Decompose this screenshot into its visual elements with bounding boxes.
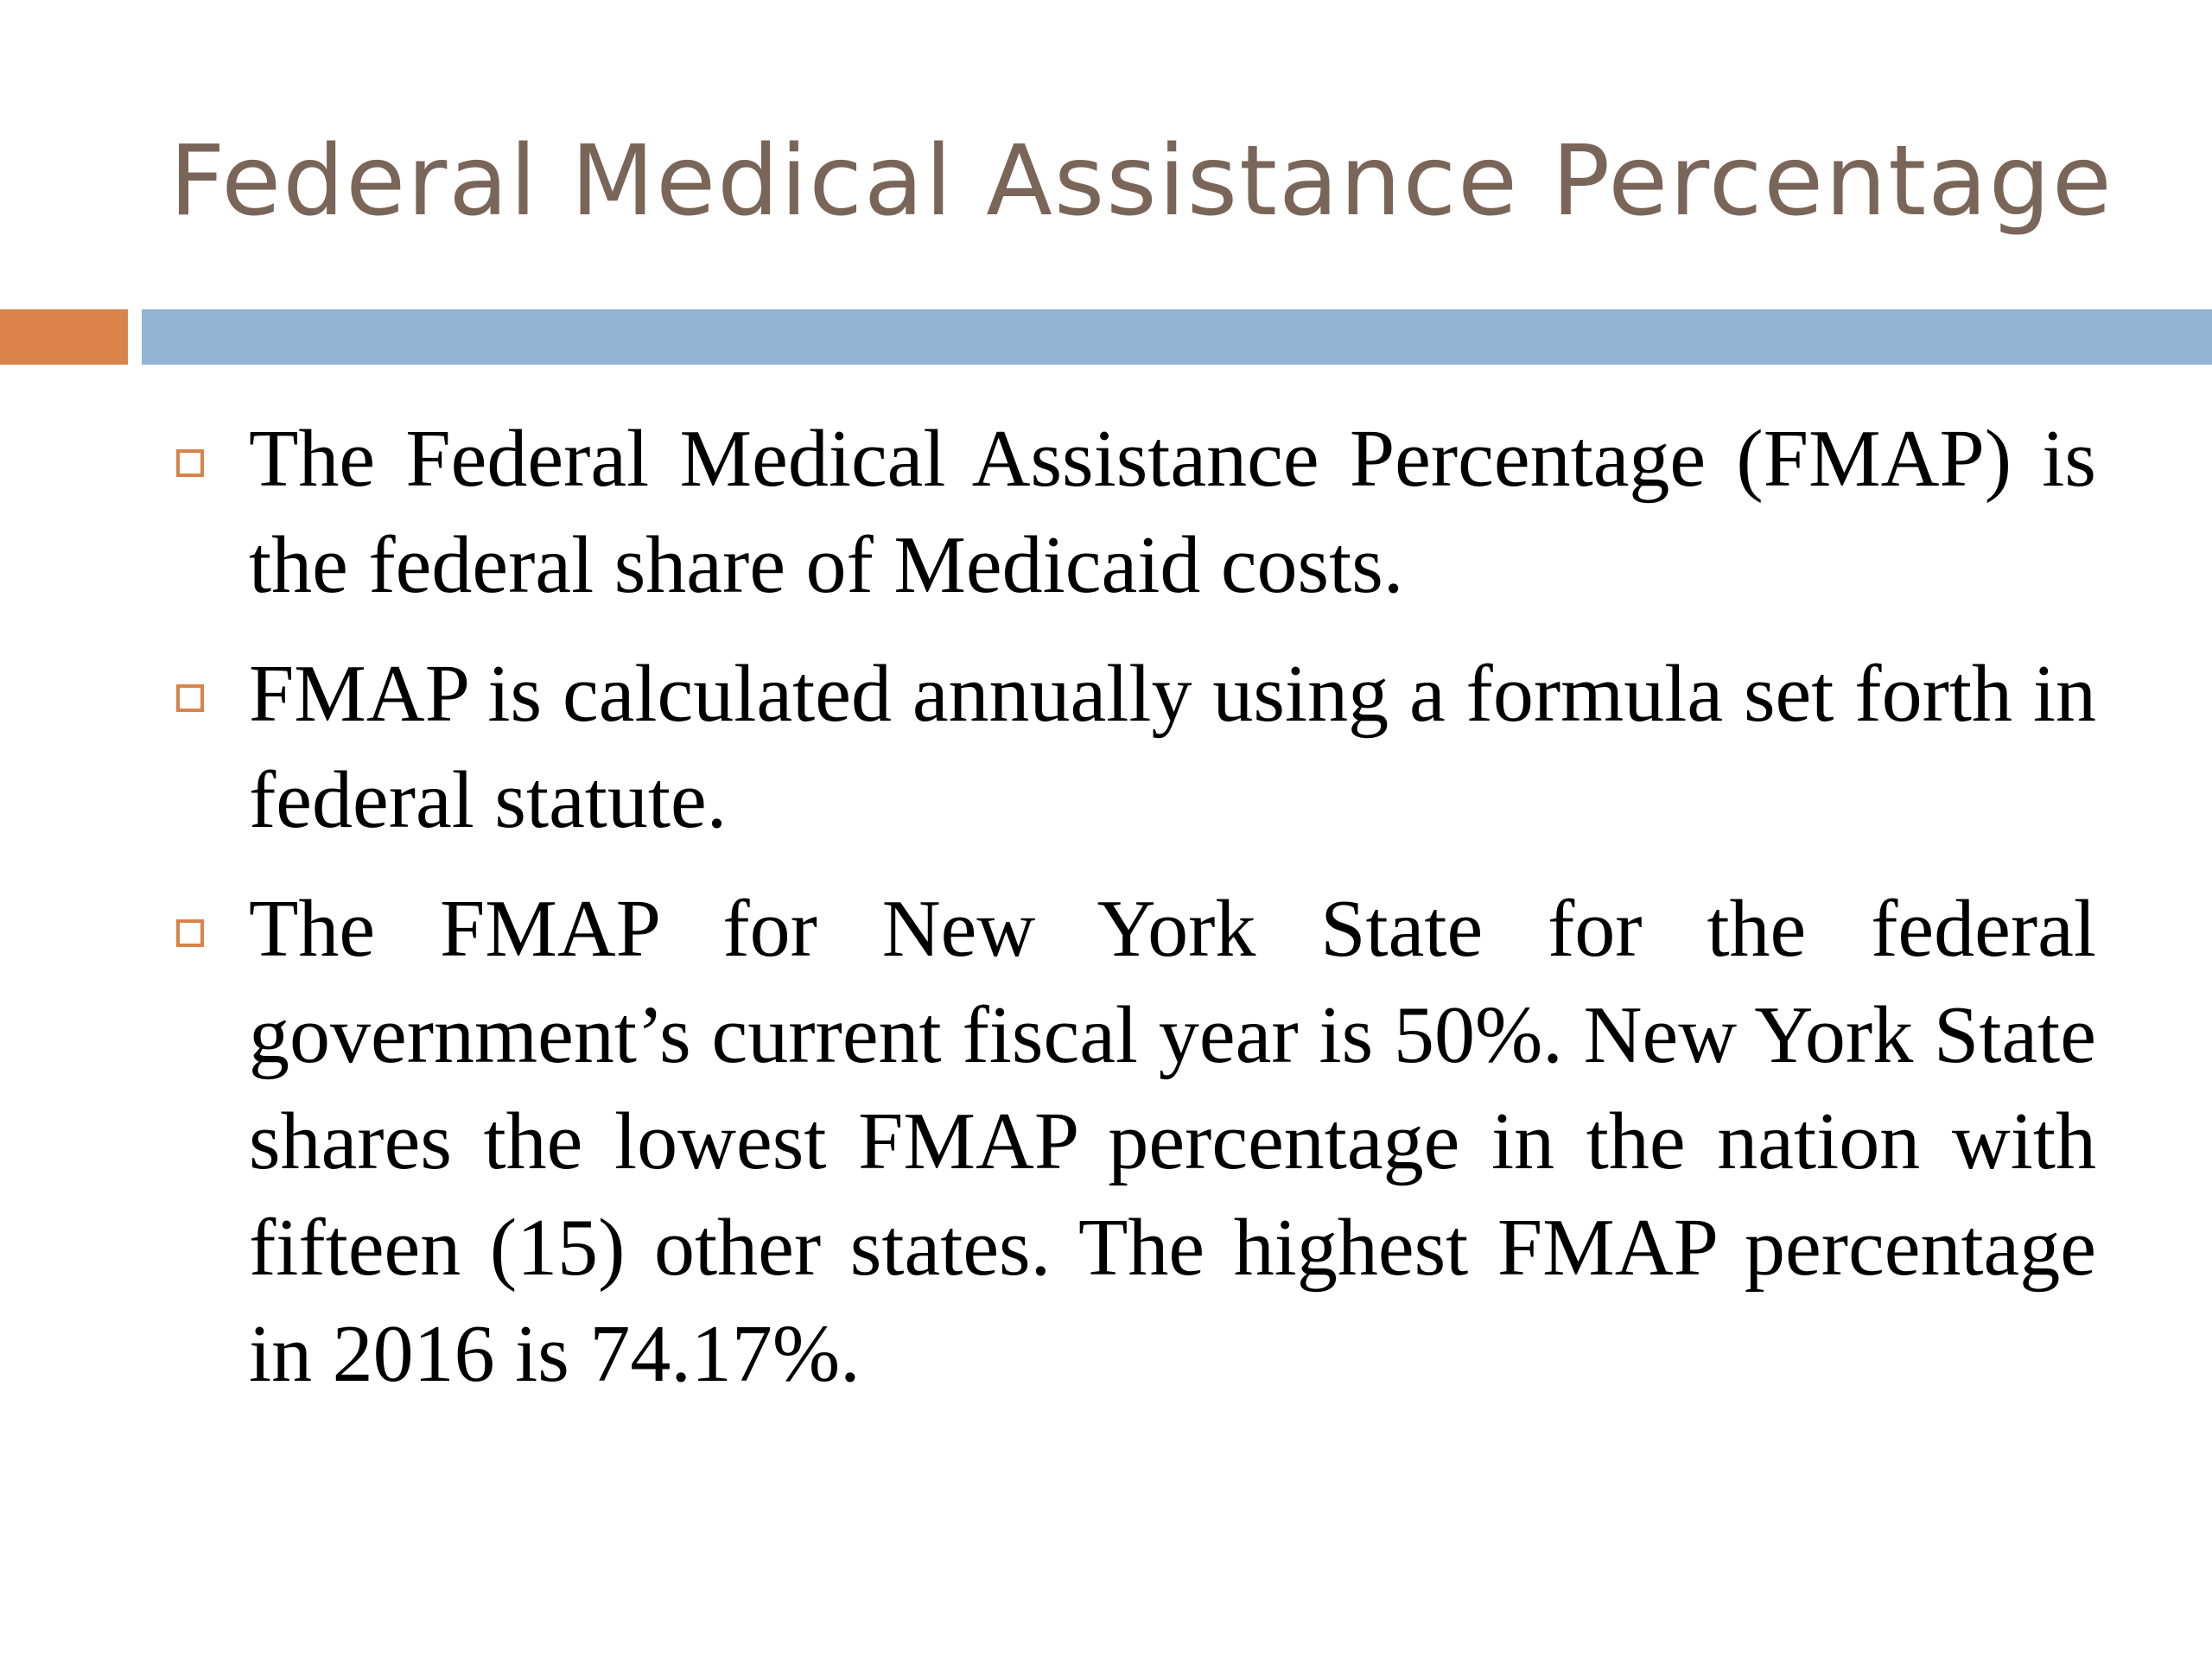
bullet-text: FMAP is calculated annually using a form… [249,649,2096,845]
square-bullet-icon [176,449,204,477]
bullet-item: FMAP is calculated annually using a form… [169,641,2096,854]
slide-title: Federal Medical Assistance Percentage [169,125,2113,238]
bullet-item: The Federal Medical Assistance Percentag… [169,406,2096,619]
square-bullet-icon [176,684,204,712]
bullet-item: The FMAP for New York State for the fede… [169,876,2096,1408]
accent-bar-orange [0,309,128,365]
bullet-list: The Federal Medical Assistance Percentag… [169,406,2096,1430]
square-bullet-icon [176,919,204,947]
accent-bar-blue [142,309,2212,365]
bullet-text: The FMAP for New York State for the fede… [249,884,2096,1399]
bullet-text: The Federal Medical Assistance Percentag… [249,414,2096,610]
